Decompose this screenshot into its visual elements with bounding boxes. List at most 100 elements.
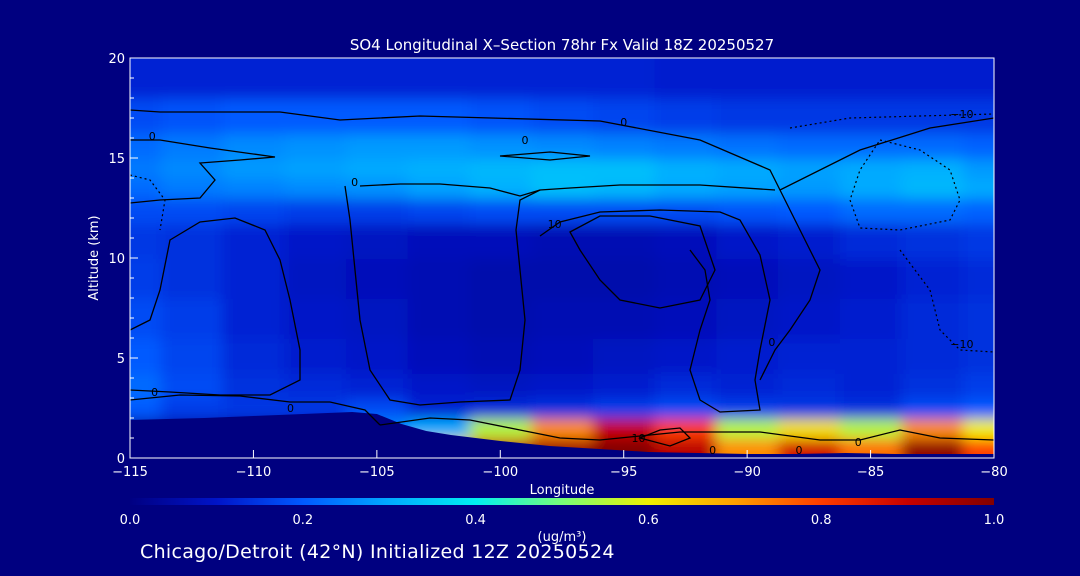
heat-cell <box>407 223 471 259</box>
heat-cell <box>963 338 994 374</box>
contour-label: 0 <box>795 444 802 457</box>
heat-cell <box>407 133 471 159</box>
heat-cell <box>839 58 903 99</box>
heat-cell <box>407 338 471 374</box>
heat-cell <box>346 223 409 259</box>
heat-cell <box>839 418 903 439</box>
heat-cell <box>222 398 286 419</box>
contour-line-inner-cell <box>569 215 716 309</box>
contour-label: 0 <box>768 336 775 349</box>
heat-cell <box>222 338 286 374</box>
heat-cell <box>716 418 779 439</box>
heat-cell <box>716 158 779 179</box>
heat-cell <box>963 298 994 339</box>
heat-cell <box>716 133 779 159</box>
heat-cell <box>130 178 162 199</box>
contour-label: 0 <box>855 436 862 449</box>
heat-cell <box>592 133 656 159</box>
heat-cell <box>901 133 965 159</box>
heat-cell <box>160 98 224 134</box>
heat-cell <box>839 373 903 399</box>
heat-cell <box>963 258 994 299</box>
heat-cell <box>654 158 718 179</box>
heat-cell <box>469 223 533 259</box>
heat-cell <box>531 198 594 224</box>
heat-cell <box>963 158 994 179</box>
colorbar-tick-label: 0.8 <box>811 513 832 528</box>
heat-cell <box>839 98 903 134</box>
heat-cell <box>160 58 224 99</box>
heat-cell <box>160 223 224 259</box>
colorbar-tick-label: 0.4 <box>465 513 486 528</box>
heat-cell <box>778 178 841 199</box>
heat-cell <box>407 298 471 339</box>
heat-cell <box>531 398 594 419</box>
colorbar-units: (ug/m³) <box>538 530 587 545</box>
heat-cell <box>531 158 594 179</box>
heat-cell <box>592 418 656 439</box>
heat-cell <box>963 398 994 419</box>
contour-line-low-west <box>130 394 381 426</box>
x-tick-label: −80 <box>980 465 1007 480</box>
heat-cell <box>284 223 347 259</box>
heat-cell <box>222 58 286 99</box>
terrain-mask <box>130 412 994 458</box>
y-tick-label: 20 <box>108 52 125 67</box>
heat-cell <box>963 98 994 134</box>
heat-cell <box>839 438 903 458</box>
heat-cell <box>222 98 286 134</box>
x-axis-label: Longitude <box>530 483 595 498</box>
heat-cell <box>901 198 965 224</box>
contour-line-low-east <box>379 417 994 441</box>
x-tick-label: −85 <box>857 465 884 480</box>
heat-cell <box>963 223 994 259</box>
heat-cell <box>901 58 965 99</box>
heat-cell <box>963 438 994 458</box>
dotted-contour-west <box>130 174 166 231</box>
heat-cell <box>778 98 841 134</box>
contour-label: −10 <box>950 338 973 351</box>
heat-cell <box>469 158 533 179</box>
heat-cell <box>901 418 965 439</box>
heat-cell <box>160 158 224 179</box>
heat-cell <box>469 398 533 419</box>
x-tick-label: −90 <box>733 465 760 480</box>
heat-cell <box>778 133 841 159</box>
footer-caption: Chicago/Detroit (42°N) Initialized 12Z 2… <box>140 541 615 563</box>
heat-cell <box>284 178 347 199</box>
heat-cell <box>778 418 841 439</box>
heat-cell <box>778 198 841 224</box>
heat-cell <box>716 438 779 458</box>
heat-cell <box>531 98 594 134</box>
heat-cell <box>778 158 841 179</box>
heat-cell <box>654 373 718 399</box>
heat-cell <box>469 58 533 99</box>
heat-cell <box>778 373 841 399</box>
heat-cell <box>592 398 656 419</box>
y-tick-label: 15 <box>108 152 125 167</box>
heat-cell <box>716 373 779 399</box>
heat-cell <box>130 98 162 134</box>
heat-cell <box>284 298 347 339</box>
heat-cell <box>284 338 347 374</box>
heat-cell <box>130 298 162 339</box>
dotted-contour-east-low <box>899 249 994 353</box>
heat-cell <box>531 58 594 99</box>
contour-label: 0 <box>287 402 294 415</box>
contour-label: 0 <box>351 176 358 189</box>
heat-cell <box>778 58 841 99</box>
heat-cell <box>469 198 533 224</box>
heat-cell <box>130 373 162 399</box>
heat-cell <box>716 258 779 299</box>
heat-cell <box>778 438 841 458</box>
heat-cell <box>716 398 779 419</box>
colorbar-ticks: 0.0 0.2 0.4 0.6 0.8 1.0 <box>120 513 1005 528</box>
heat-cell <box>654 98 718 134</box>
heat-cell <box>160 133 224 159</box>
contour-line-upper-envelope <box>130 109 994 191</box>
contour-label: 0 <box>620 116 627 129</box>
heat-cell <box>284 98 347 134</box>
heat-cell <box>778 338 841 374</box>
heat-cell <box>407 398 471 419</box>
heat-cell <box>222 198 286 224</box>
